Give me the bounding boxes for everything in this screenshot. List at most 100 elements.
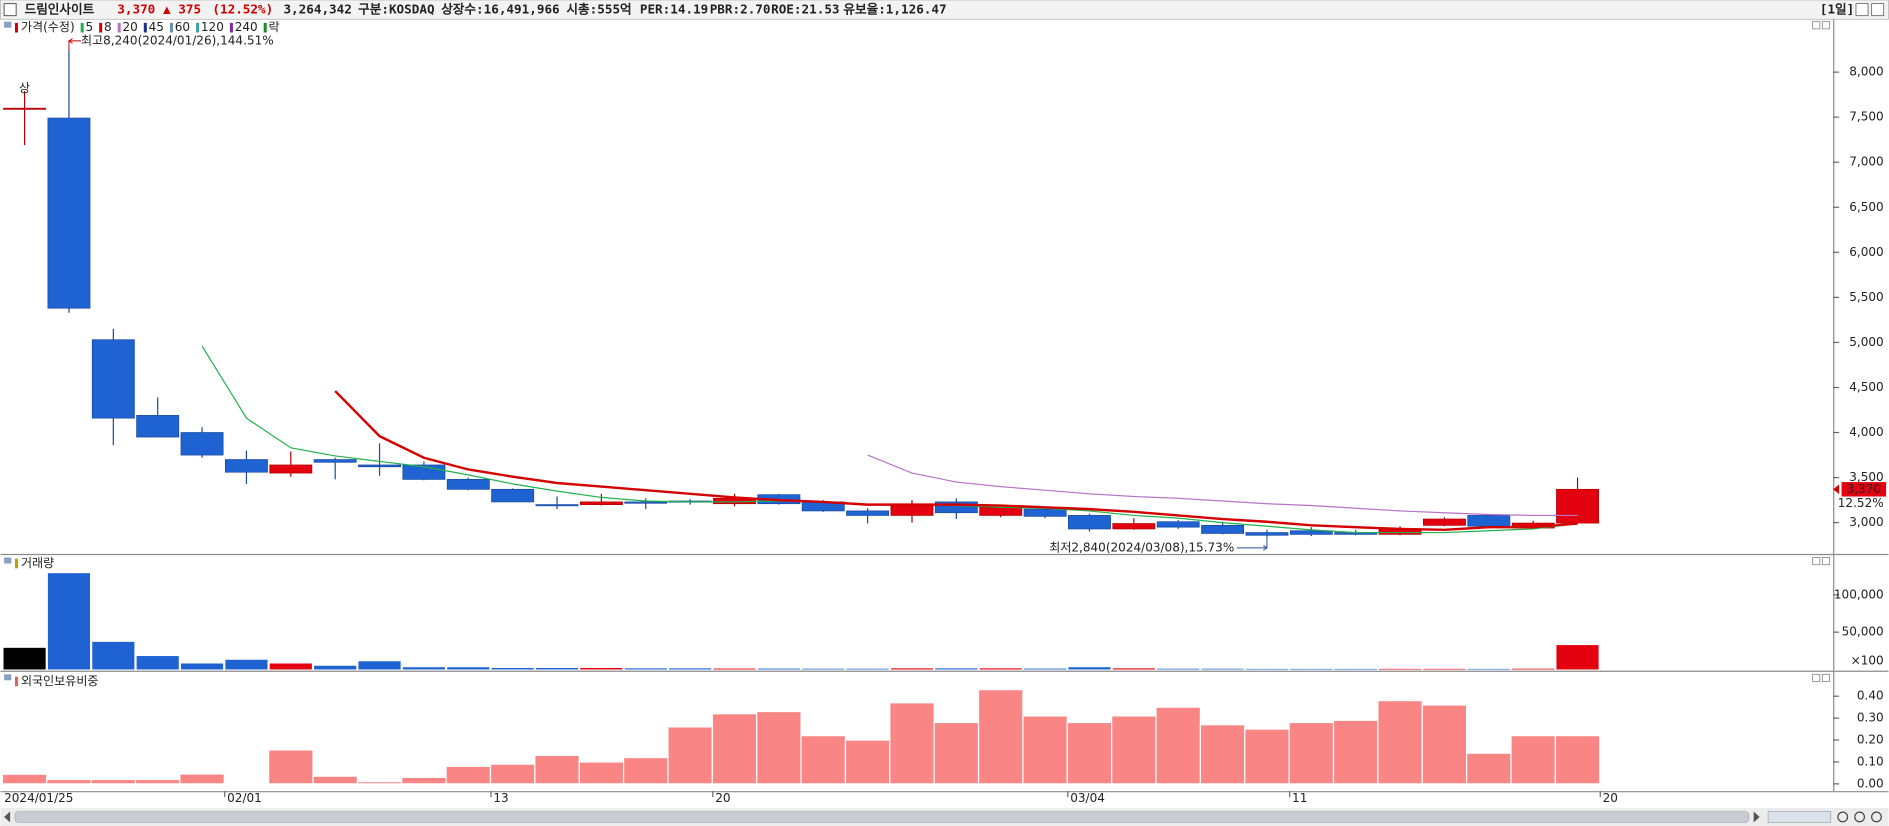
checkbox[interactable] xyxy=(3,3,17,17)
reserve-ratio: 유보율:1,126.47 xyxy=(843,2,946,17)
volume-bar xyxy=(757,668,800,670)
holding-bar xyxy=(1022,715,1068,785)
candle-body xyxy=(846,510,890,516)
candle-body xyxy=(624,501,668,504)
y-tick-label: 6,500 xyxy=(1849,200,1883,214)
scroll-left[interactable] xyxy=(4,811,11,823)
holding-bar xyxy=(223,782,270,785)
window-button[interactable] xyxy=(1855,3,1869,17)
volume-bar xyxy=(92,641,135,670)
change: ▲ 375 xyxy=(163,2,201,17)
panel-icon xyxy=(4,674,12,681)
volume-bar xyxy=(225,659,268,670)
y-tick-label: 5,500 xyxy=(1849,290,1883,304)
panel-button[interactable] xyxy=(1821,557,1830,566)
holding-bar xyxy=(1332,719,1379,785)
holding-bar xyxy=(1421,704,1468,785)
volume-bar xyxy=(846,668,889,670)
legend-marker xyxy=(196,22,200,33)
scroll-right[interactable] xyxy=(1753,811,1760,823)
candle-body xyxy=(47,117,91,309)
scroll-thumb[interactable] xyxy=(14,811,1750,823)
last-price-pointer xyxy=(1833,484,1840,495)
volume-bar xyxy=(491,667,534,670)
legend-marker xyxy=(169,22,173,33)
shares: 상장수:16,491,966 xyxy=(441,2,559,17)
candle-body xyxy=(1245,532,1289,536)
holding-bar xyxy=(312,775,358,785)
volume-bar xyxy=(1290,668,1333,670)
holding-bar xyxy=(401,776,447,785)
holding-bar xyxy=(1066,721,1113,785)
y-tick-label: 6,000 xyxy=(1849,245,1883,259)
y-tick-label: 0.00 xyxy=(1857,776,1884,790)
legend-marker xyxy=(143,22,147,33)
roe: ROE:21.53 xyxy=(771,2,839,17)
moving-average-line xyxy=(867,454,1578,517)
y-tick-label: 8,000 xyxy=(1849,65,1883,79)
holding-bar xyxy=(977,689,1024,785)
holding-bar xyxy=(667,726,713,785)
holding-bar xyxy=(445,765,492,785)
holding-bar xyxy=(889,702,935,785)
volume-bar xyxy=(580,667,623,670)
panel-button[interactable] xyxy=(1821,21,1830,30)
volume-bar xyxy=(1512,668,1555,670)
y-tick-label: 0.10 xyxy=(1857,754,1884,768)
candle-body xyxy=(1156,521,1200,528)
volume-bar xyxy=(890,668,934,670)
panel-button[interactable] xyxy=(1812,673,1821,682)
zoom-slider[interactable] xyxy=(1767,811,1832,823)
x-tick-label: 03/04 xyxy=(1070,791,1105,805)
window-button[interactable] xyxy=(1871,3,1885,17)
legend-label: 240 xyxy=(235,20,258,34)
candle-body xyxy=(934,501,978,514)
y-tick-label: 3,500 xyxy=(1849,470,1883,484)
zoom-button[interactable] xyxy=(1854,811,1866,823)
candle-body xyxy=(1112,523,1156,530)
y-tick-label: 7,500 xyxy=(1849,110,1883,124)
plot-area: 3,000 3,500 4,000 4,500 5,000 5,500 6,000 6,500… xyxy=(1,20,1887,805)
candle-body xyxy=(3,107,47,110)
candle-body xyxy=(180,432,224,456)
volume-bar xyxy=(269,663,312,670)
holding-bar xyxy=(1377,699,1423,785)
volume-bar xyxy=(1467,668,1510,670)
low-annotation: 최저2,840(2024/03/08),15.73% xyxy=(1049,540,1234,554)
legend-label: 20 xyxy=(122,20,137,34)
holding-bar xyxy=(756,710,802,785)
panel-button[interactable] xyxy=(1812,557,1821,566)
candle-body xyxy=(1467,515,1511,527)
market: 구분:KOSDAQ xyxy=(358,2,435,17)
zoom-button[interactable] xyxy=(1871,811,1882,823)
panel-button[interactable] xyxy=(1812,21,1821,30)
volume: 3,264,342 xyxy=(283,2,351,17)
candle-body xyxy=(446,479,490,490)
y-tick-label: 3,000 xyxy=(1849,515,1883,529)
panel-icon xyxy=(4,21,12,28)
holding-bar xyxy=(1288,721,1335,785)
market-cap: 시총:555억 xyxy=(566,2,631,17)
holding-bar xyxy=(179,773,225,785)
candle-body xyxy=(358,464,401,468)
holding-bar xyxy=(46,778,92,785)
period-button[interactable]: [1일] xyxy=(1820,2,1854,17)
volume-bar xyxy=(47,573,91,670)
x-tick-label: 2024/01/25 xyxy=(4,791,73,805)
legend-marker xyxy=(99,22,103,33)
volume-bar xyxy=(447,667,490,670)
holding-bar xyxy=(844,739,891,785)
volume-unit: ×100 xyxy=(1851,654,1884,668)
last-pct-label: 12.52% xyxy=(1838,496,1884,510)
volume-bar xyxy=(1378,668,1422,670)
legend-title: 가격(수정) xyxy=(21,20,75,34)
holding-bar xyxy=(1111,715,1157,785)
volume-bar xyxy=(180,663,224,670)
zoom-button[interactable] xyxy=(1837,811,1849,823)
panel-button[interactable] xyxy=(1821,673,1830,682)
volume-bar xyxy=(935,668,978,670)
volume-bar xyxy=(1423,668,1466,670)
volume-bar xyxy=(358,661,401,670)
x-tick-label: 20 xyxy=(1603,791,1618,805)
